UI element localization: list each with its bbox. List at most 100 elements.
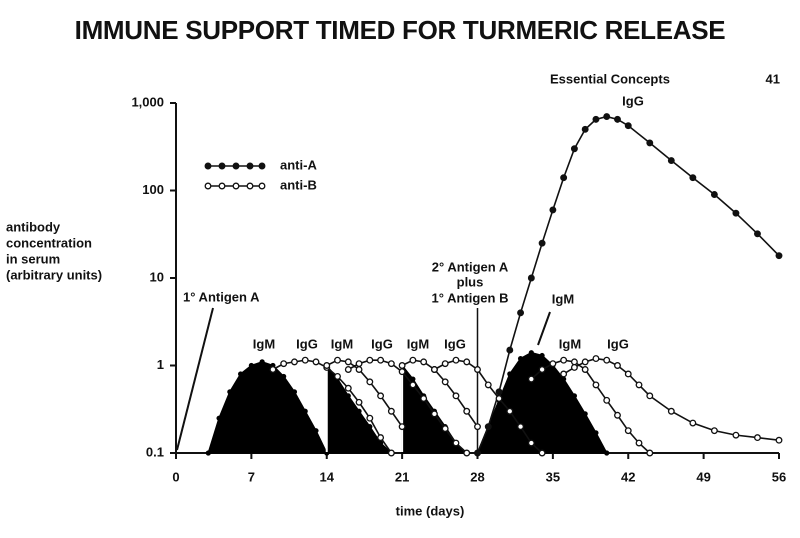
series-point: [387, 449, 395, 457]
series-point: [538, 366, 546, 373]
page-section: Essential Concepts: [550, 71, 670, 86]
series-point: [366, 356, 374, 364]
area-point: [248, 362, 254, 369]
annotation: 2° Antigen A: [432, 259, 509, 274]
annotation: IgM: [253, 336, 275, 351]
series-point: [538, 239, 546, 247]
series-point: [430, 410, 438, 418]
annotation: IgG: [622, 93, 644, 108]
series-point: [463, 407, 471, 415]
series-point: [667, 157, 675, 164]
annotation: IgG: [607, 336, 629, 351]
y-tick-label: 10: [150, 269, 164, 284]
series-point: [344, 384, 352, 392]
area-point: [367, 424, 373, 430]
series-point: [355, 398, 363, 406]
y-tick-label: 1: [157, 357, 164, 372]
y-axis-label: antibody: [6, 219, 61, 234]
legend-marker: [204, 182, 212, 190]
series-point: [527, 439, 535, 447]
series-point: [689, 174, 697, 182]
page-number: 41: [766, 71, 780, 86]
series-point: [441, 378, 449, 386]
series-point: [387, 407, 395, 415]
y-axis-label: concentration: [6, 235, 92, 250]
series-point: [592, 381, 600, 389]
series-point: [646, 139, 654, 147]
legend-marker: [232, 182, 240, 190]
series-point: [398, 368, 406, 376]
series-point: [581, 366, 589, 373]
series-point: [560, 356, 568, 364]
series-point: [484, 423, 492, 431]
area-point: [227, 389, 233, 395]
series-point: [323, 362, 331, 369]
series-point: [538, 449, 546, 457]
annotation: IgG: [296, 336, 318, 351]
x-tick-label: 42: [621, 469, 635, 484]
series-point: [398, 423, 406, 431]
series-point: [517, 423, 525, 431]
series-point: [312, 358, 320, 366]
series-point: [710, 191, 718, 198]
annotation: IgG: [371, 336, 393, 351]
x-tick-label: 35: [546, 469, 560, 484]
legend-marker: [232, 162, 240, 170]
series-point: [452, 356, 460, 364]
legend-label: anti-B: [280, 177, 317, 192]
chart-title: IMMUNE SUPPORT TIMED FOR TURMERIC RELEAS…: [75, 15, 726, 45]
series-point: [614, 362, 621, 369]
series-point: [570, 145, 578, 153]
x-tick-label: 21: [395, 469, 409, 484]
series-point: [635, 439, 643, 447]
x-tick-label: 56: [772, 469, 786, 484]
area-point: [238, 371, 244, 377]
igm-pointer: [537, 311, 551, 346]
y-tick-label: 100: [142, 182, 164, 197]
series-point: [463, 449, 471, 457]
series-point: [398, 362, 406, 369]
series-point: [527, 274, 535, 282]
series-point: [441, 425, 449, 433]
series-point: [560, 370, 568, 378]
series-point: [646, 392, 654, 400]
series-point: [635, 381, 643, 389]
series-point: [549, 360, 557, 368]
series-point: [603, 113, 611, 121]
series-point: [517, 309, 525, 317]
series-point: [387, 360, 395, 368]
series-point: [420, 395, 428, 402]
legend-marker: [204, 162, 212, 170]
area-point: [345, 393, 351, 399]
series-point: [355, 366, 363, 373]
annotation: IgM: [407, 336, 429, 351]
series-point: [409, 356, 417, 364]
series-point: [754, 230, 761, 238]
x-axis-label: time (days): [396, 503, 465, 518]
area-point: [377, 440, 384, 446]
series-point: [280, 360, 288, 368]
series-point: [614, 411, 621, 419]
x-tick-label: 7: [248, 469, 255, 484]
series-point: [452, 439, 460, 447]
series-point: [689, 419, 697, 427]
area-point: [356, 408, 362, 414]
legend-marker: [218, 162, 226, 170]
y-tick-label: 0.1: [146, 444, 164, 459]
area-point: [528, 350, 534, 356]
response-area: [207, 361, 328, 454]
series-point: [269, 366, 277, 373]
series-point: [732, 209, 740, 217]
series-point: [484, 381, 492, 389]
series-point: [754, 434, 761, 442]
area-point: [313, 428, 319, 434]
series-point: [624, 122, 632, 130]
series-point: [614, 115, 621, 123]
series-point: [344, 366, 352, 373]
area-point: [302, 408, 308, 414]
series-point: [441, 360, 449, 368]
area-point: [593, 430, 599, 436]
series-point: [409, 381, 417, 389]
x-tick-label: 49: [696, 469, 710, 484]
